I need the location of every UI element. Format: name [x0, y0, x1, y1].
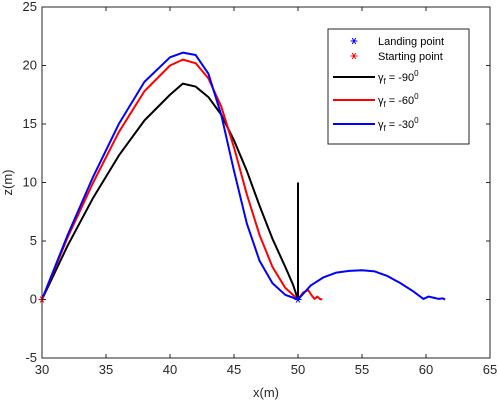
x-axis-label: x(m): [253, 385, 279, 400]
y-tick-label: 5: [30, 233, 37, 248]
x-tick-label: 65: [483, 362, 497, 377]
legend-marker: [350, 52, 358, 60]
tick-layer: 30 35 40 45 50 55 60 65 -5 0 5 10 15 20 25: [23, 0, 498, 377]
y-tick-label: -5: [25, 350, 37, 365]
legend-label: γf = -300: [378, 116, 419, 133]
y-tick-label: 0: [30, 292, 37, 307]
legend-label: Landing point: [378, 36, 444, 48]
legend-label: γf = -900: [378, 69, 419, 86]
legend-label: Starting point: [378, 51, 443, 63]
x-tick-label: 55: [355, 362, 369, 377]
series-line: [41, 58, 323, 301]
point-marker: [294, 296, 302, 303]
y-tick-label: 15: [23, 116, 37, 131]
y-tick-label: 10: [23, 175, 37, 190]
legend: Landing point Starting point γf = -900 γf =…: [327, 28, 470, 145]
x-tick-label: 35: [99, 362, 113, 377]
x-tick-label: 30: [35, 362, 49, 377]
y-tick-label: 20: [23, 58, 37, 73]
y-axis-label: z(m): [0, 170, 15, 196]
x-tick-label: 60: [419, 362, 433, 377]
y-tick-label: 25: [23, 0, 37, 14]
x-tick-label: 40: [163, 362, 177, 377]
series-line: [41, 82, 299, 301]
x-tick-label: 45: [227, 362, 241, 377]
legend-label: γf = -600: [378, 92, 419, 109]
legend-marker: [350, 37, 358, 45]
x-tick-label: 50: [291, 362, 305, 377]
